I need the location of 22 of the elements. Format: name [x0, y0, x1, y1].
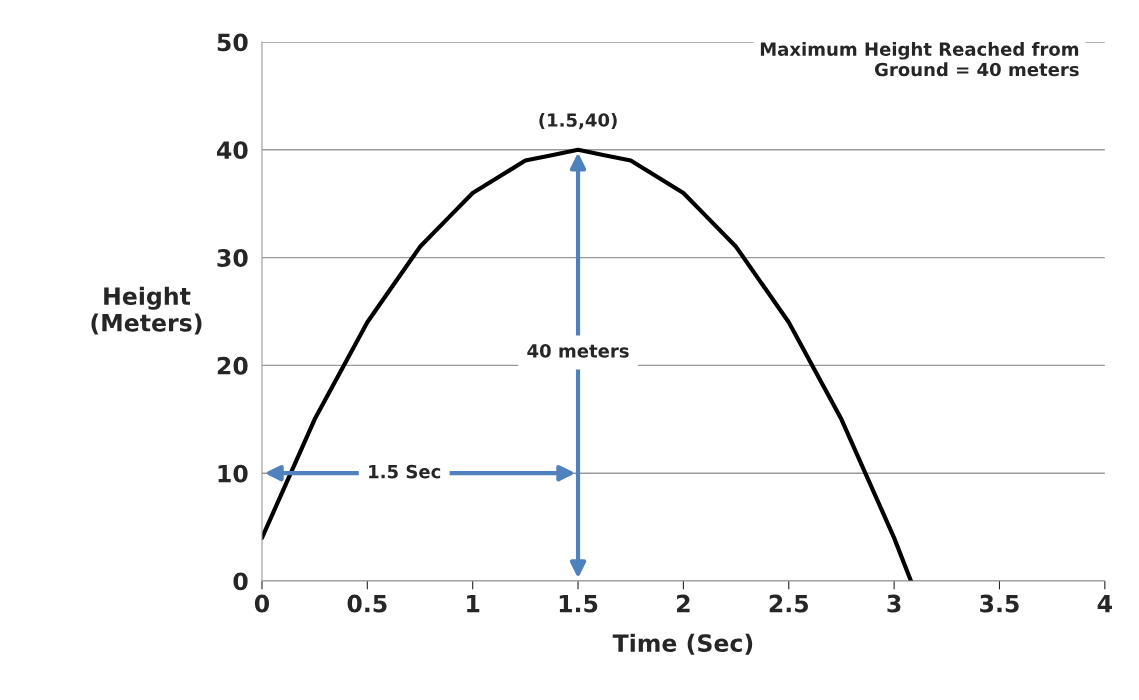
x-tick-label: 2: [677, 594, 690, 613]
y-tick-label: 40: [216, 141, 248, 160]
x-tick-label: 0: [254, 594, 270, 613]
x-tick-label: 1: [467, 594, 480, 613]
x-tick-label: 1.5: [559, 594, 598, 613]
annotation: 40 meters: [527, 344, 629, 358]
y-tick-label: 10: [218, 464, 248, 483]
y-tick-label: 20: [217, 356, 248, 375]
line-series: [261, 147, 914, 581]
annotation: 1.5 Sec: [369, 464, 441, 479]
y-axis-title: Height (Meters): [91, 286, 202, 335]
y-tick-label: 0: [233, 572, 248, 591]
x-tick-label: 2.5: [769, 594, 809, 613]
x-tick-label: 3.5: [980, 594, 1019, 613]
x-axis-title: Time (Sec): [612, 633, 753, 655]
x-tick-label: 4: [1097, 594, 1112, 613]
annotation: (1.5,40): [539, 112, 617, 130]
y-tick-label: 50: [217, 33, 248, 52]
annotation: Maximum Height Reached from Ground = 40 meters: [760, 42, 1079, 77]
x-tick-label: 3: [887, 594, 901, 613]
y-tick-label: 30: [217, 249, 248, 267]
x-tick-label: 0.5: [347, 594, 387, 613]
